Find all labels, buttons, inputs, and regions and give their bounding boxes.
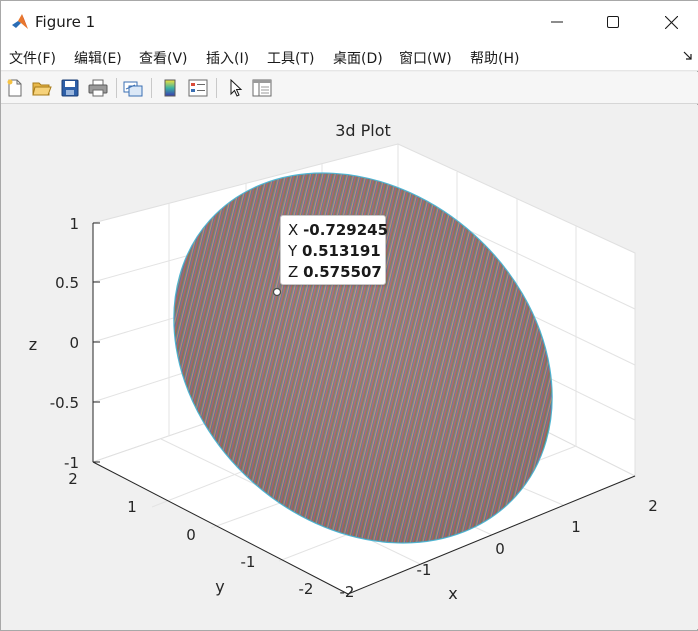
z-ticks: 1 0.5 0 -0.5 -1 <box>50 215 100 472</box>
window-title: Figure 1 <box>35 13 96 31</box>
insert-legend-button[interactable] <box>187 77 209 99</box>
datatip[interactable]: X -0.729245 Y 0.513191 Z 0.575507 <box>280 215 389 285</box>
link-plot-icon <box>123 81 143 97</box>
svg-text:2: 2 <box>68 470 78 488</box>
datatip-marker[interactable] <box>272 287 282 297</box>
svg-text:0: 0 <box>186 526 196 544</box>
svg-text:1: 1 <box>571 518 581 536</box>
datatip-y-row: Y 0.513191 <box>288 241 385 262</box>
svg-text:2: 2 <box>648 497 658 515</box>
save-button[interactable] <box>59 77 81 99</box>
edit-plot-button[interactable] <box>225 77 247 99</box>
y-axis-label: y <box>215 577 224 596</box>
datatip-z-value: 0.575507 <box>303 263 382 281</box>
minimize-button[interactable] <box>529 1 585 43</box>
toolbar-separator <box>216 78 217 98</box>
link-plot-button[interactable] <box>122 77 144 99</box>
plot-title: 3d Plot <box>335 121 391 140</box>
menu-edit[interactable]: 编辑(E) <box>74 51 122 67</box>
maximize-button[interactable] <box>585 1 641 43</box>
menu-file[interactable]: 文件(F) <box>9 51 56 67</box>
new-figure-icon <box>7 79 22 97</box>
datatip-y-label: Y <box>288 242 298 260</box>
menu-bar: 文件(F) 编辑(E) 查看(V) 插入(I) 工具(T) 桌面(D) 窗口(W… <box>1 43 698 71</box>
svg-text:0.5: 0.5 <box>55 274 79 292</box>
insert-colorbar-button[interactable] <box>159 77 181 99</box>
dock-arrow-icon[interactable] <box>683 51 693 61</box>
y-ticks: 2 1 0 -1 -2 <box>68 470 313 598</box>
x-ticks: -2 -1 0 1 2 <box>340 497 658 601</box>
colorbar-icon <box>164 79 176 97</box>
menu-window[interactable]: 窗口(W) <box>399 51 452 67</box>
toolbar <box>1 72 698 104</box>
title-bar[interactable]: Figure 1 <box>1 1 698 43</box>
surface-shading <box>173 173 553 543</box>
x-axis-label: x <box>448 584 457 603</box>
toolbar-separator <box>151 78 152 98</box>
save-icon <box>61 79 79 97</box>
open-file-button[interactable] <box>31 77 53 99</box>
close-icon <box>664 15 678 29</box>
toolbar-separator <box>116 78 117 98</box>
print-icon <box>88 79 108 97</box>
datatip-x-label: X <box>288 221 299 239</box>
svg-text:-0.5: -0.5 <box>50 394 79 412</box>
menu-desktop[interactable]: 桌面(D) <box>333 51 383 67</box>
svg-text:-2: -2 <box>299 580 314 598</box>
datatip-y-value: 0.513191 <box>301 242 381 260</box>
svg-text:0: 0 <box>69 334 79 352</box>
svg-text:0: 0 <box>495 540 505 558</box>
minimize-icon <box>551 21 563 23</box>
z-axis-label: z <box>29 335 37 354</box>
svg-text:-1: -1 <box>417 561 432 579</box>
menu-view[interactable]: 查看(V) <box>139 51 188 67</box>
close-button[interactable] <box>643 1 698 43</box>
print-button[interactable] <box>87 77 109 99</box>
plot-area: 3d Plot <box>1 105 698 629</box>
svg-text:-1: -1 <box>241 553 256 571</box>
property-inspector-button[interactable] <box>251 77 273 99</box>
datatip-x-row: X -0.729245 <box>288 220 389 241</box>
svg-text:1: 1 <box>69 215 79 233</box>
svg-text:-2: -2 <box>340 583 355 601</box>
menu-tools[interactable]: 工具(T) <box>267 51 315 67</box>
matlab-logo-icon <box>10 12 30 32</box>
menu-insert[interactable]: 插入(I) <box>206 51 250 67</box>
datatip-z-row: Z 0.575507 <box>288 262 385 283</box>
axes-3d[interactable]: 3d Plot <box>1 105 698 629</box>
pointer-icon <box>230 79 243 97</box>
maximize-icon <box>607 16 619 28</box>
datatip-x-value: -0.729245 <box>303 221 389 239</box>
new-figure-button[interactable] <box>4 77 26 99</box>
property-inspector-icon <box>252 79 272 97</box>
datatip-z-label: Z <box>288 263 299 281</box>
menu-help[interactable]: 帮助(H) <box>470 51 520 67</box>
legend-icon <box>188 79 208 97</box>
open-file-icon <box>32 82 52 96</box>
svg-text:1: 1 <box>127 498 137 516</box>
svg-text:-1: -1 <box>64 454 79 472</box>
